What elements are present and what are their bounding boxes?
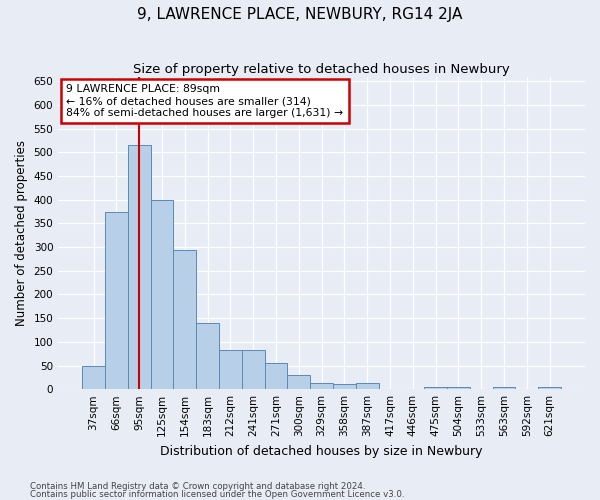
Bar xyxy=(493,387,515,389)
Bar xyxy=(128,146,151,389)
Y-axis label: Number of detached properties: Number of detached properties xyxy=(15,140,28,326)
Bar xyxy=(538,387,561,389)
Bar xyxy=(105,212,128,389)
Bar xyxy=(242,350,265,389)
Text: 9 LAWRENCE PLACE: 89sqm
← 16% of detached houses are smaller (314)
84% of semi-d: 9 LAWRENCE PLACE: 89sqm ← 16% of detache… xyxy=(66,84,343,117)
Bar xyxy=(173,250,196,389)
Bar xyxy=(82,366,105,389)
Bar xyxy=(151,200,173,389)
Text: Contains public sector information licensed under the Open Government Licence v3: Contains public sector information licen… xyxy=(30,490,404,499)
Bar xyxy=(287,375,310,389)
Bar xyxy=(265,363,287,389)
Bar xyxy=(333,384,356,389)
Title: Size of property relative to detached houses in Newbury: Size of property relative to detached ho… xyxy=(133,62,510,76)
Text: 9, LAWRENCE PLACE, NEWBURY, RG14 2JA: 9, LAWRENCE PLACE, NEWBURY, RG14 2JA xyxy=(137,8,463,22)
X-axis label: Distribution of detached houses by size in Newbury: Distribution of detached houses by size … xyxy=(160,444,483,458)
Bar xyxy=(310,384,333,389)
Bar xyxy=(196,323,219,389)
Bar xyxy=(219,350,242,389)
Bar xyxy=(424,387,447,389)
Bar xyxy=(447,387,470,389)
Text: Contains HM Land Registry data © Crown copyright and database right 2024.: Contains HM Land Registry data © Crown c… xyxy=(30,482,365,491)
Bar xyxy=(356,384,379,389)
